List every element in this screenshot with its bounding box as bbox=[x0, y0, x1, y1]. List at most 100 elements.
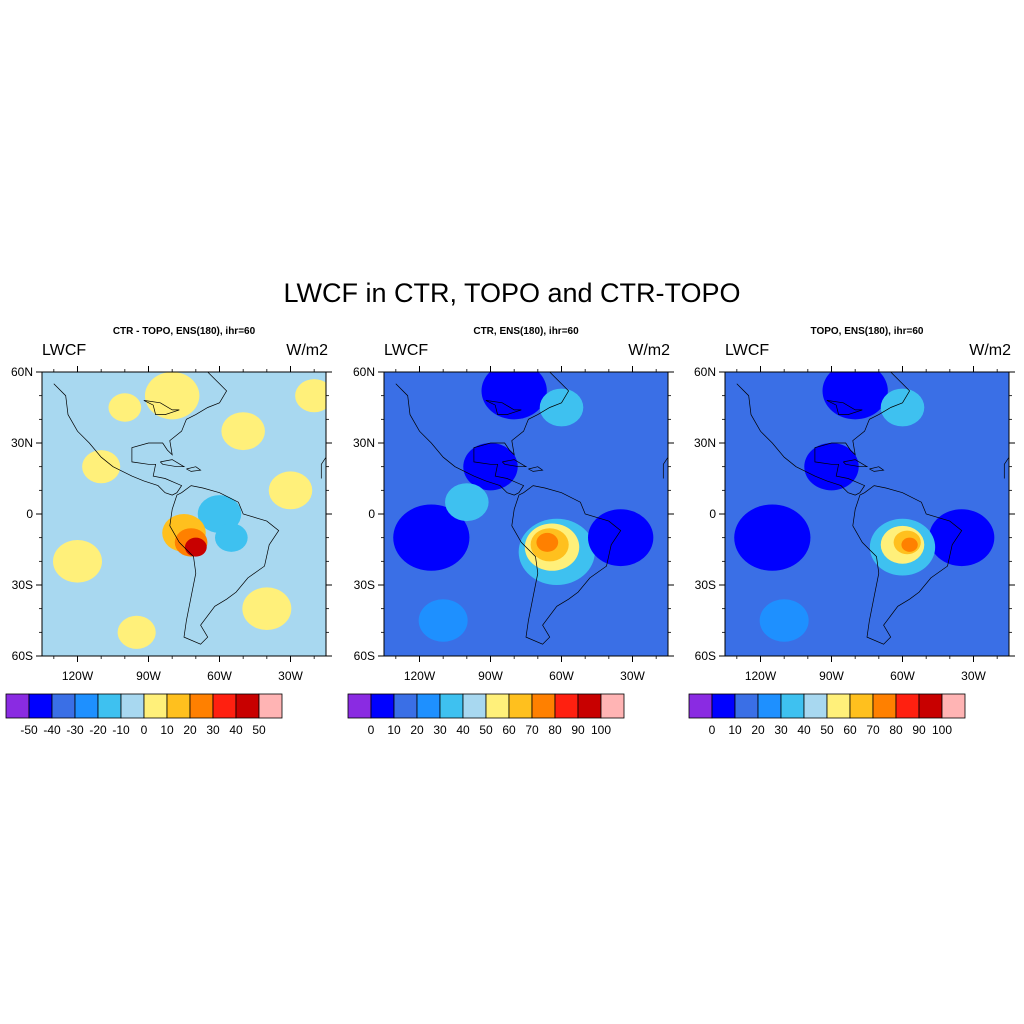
colorbar-swatch bbox=[52, 694, 75, 718]
colorbar-label: 30 bbox=[206, 723, 220, 737]
contour-region bbox=[215, 523, 248, 551]
colorbar-swatch bbox=[942, 694, 965, 718]
colorbar-swatch bbox=[348, 694, 371, 718]
lon-tick-label: 90W bbox=[478, 669, 503, 683]
figure-title: LWCF in CTR, TOPO and CTR-TOPO bbox=[0, 278, 1024, 309]
contour-field bbox=[384, 363, 682, 656]
colorbar-label: 100 bbox=[591, 723, 611, 737]
colorbar-swatch bbox=[236, 694, 259, 718]
colorbar-label: 20 bbox=[751, 723, 765, 737]
colorbar-swatch bbox=[417, 694, 440, 718]
lon-tick-label: 90W bbox=[819, 669, 844, 683]
coastline bbox=[585, 367, 609, 372]
colorbar-swatch bbox=[509, 694, 532, 718]
colorbar-swatch bbox=[804, 694, 827, 718]
lat-tick-label: 0 bbox=[709, 507, 716, 521]
contour-region bbox=[185, 538, 207, 557]
colorbar-swatch bbox=[532, 694, 555, 718]
coastline bbox=[243, 367, 267, 372]
colorbar-swatch bbox=[440, 694, 463, 718]
lat-tick-label: 0 bbox=[368, 507, 375, 521]
colorbar-swatch bbox=[601, 694, 624, 718]
colorbar-label: 20 bbox=[183, 723, 197, 737]
colorbar-swatch bbox=[167, 694, 190, 718]
colorbar-swatch bbox=[29, 694, 52, 718]
contour-region bbox=[82, 450, 120, 483]
coastline bbox=[926, 367, 950, 372]
colorbar-swatch bbox=[919, 694, 942, 718]
colorbar-swatch bbox=[555, 694, 578, 718]
colorbar-label: -50 bbox=[20, 723, 38, 737]
contour-field bbox=[42, 367, 340, 656]
colorbar-label: 0 bbox=[709, 723, 716, 737]
colorbar-swatch bbox=[712, 694, 735, 718]
lon-tick-label: 120W bbox=[745, 669, 777, 683]
colorbar-swatch bbox=[578, 694, 601, 718]
colorbar-swatch bbox=[98, 694, 121, 718]
contour-region bbox=[118, 616, 156, 649]
lat-tick-label: 30S bbox=[354, 578, 375, 592]
contour-region bbox=[53, 540, 102, 583]
contour-region bbox=[269, 471, 313, 509]
colorbar-label: 40 bbox=[456, 723, 470, 737]
map-plot: 60N 30N 0 30S 60S 120W 90W 60W 30W 0 10 20 30 40 50 60 7… bbox=[683, 320, 1023, 750]
map-plot: 60N30N030S60S120W 90W 60W 30W-50 -40 -30 -20 -1… bbox=[0, 320, 340, 750]
lat-tick-label: 30N bbox=[353, 436, 375, 450]
lat-tick-label: 60N bbox=[11, 365, 33, 379]
contour-region bbox=[109, 393, 142, 421]
map-panel-diff: CTR - TOPO, ENS(180), ihr=60 LWCF W/m2 6… bbox=[0, 320, 340, 750]
contour-region bbox=[419, 599, 468, 642]
colorbar-swatch bbox=[781, 694, 804, 718]
colorbar-swatch bbox=[873, 694, 896, 718]
colorbar-swatch bbox=[144, 694, 167, 718]
colorbar-swatch bbox=[121, 694, 144, 718]
colorbar-label: 0 bbox=[368, 723, 375, 737]
colorbar-label: 10 bbox=[160, 723, 174, 737]
colorbar-label: -10 bbox=[112, 723, 130, 737]
lat-tick-label: 60N bbox=[353, 365, 375, 379]
lat-tick-label: 30S bbox=[12, 578, 33, 592]
contour-region bbox=[881, 389, 925, 427]
lat-tick-label: 60S bbox=[354, 649, 375, 663]
lon-tick-label: 30W bbox=[961, 669, 986, 683]
colorbar-label: 100 bbox=[932, 723, 952, 737]
colorbar-label: 50 bbox=[820, 723, 834, 737]
colorbar-swatch bbox=[463, 694, 486, 718]
map-panel-topo: TOPO, ENS(180), ihr=60 LWCF W/m2 60N 30N 0… bbox=[683, 320, 1023, 750]
colorbar-label: 10 bbox=[728, 723, 742, 737]
contour-region bbox=[242, 587, 291, 630]
colorbar-label: 80 bbox=[548, 723, 562, 737]
map-panel-ctr: CTR, ENS(180), ihr=60 LWCF W/m2 60N 30N 0 3… bbox=[342, 320, 682, 750]
contour-region bbox=[734, 505, 810, 571]
colorbar-label: 30 bbox=[433, 723, 447, 737]
colorbar-label: 40 bbox=[797, 723, 811, 737]
lat-tick-label: 30S bbox=[695, 578, 716, 592]
colorbar-swatch bbox=[758, 694, 781, 718]
colorbar-swatch bbox=[190, 694, 213, 718]
colorbar-label: 60 bbox=[843, 723, 857, 737]
colorbar-label: 10 bbox=[387, 723, 401, 737]
lat-tick-label: 60N bbox=[694, 365, 716, 379]
map-plot: 60N 30N 0 30S 60S 120W 90W 60W 30W 0 10 20 30 40 50 60 7… bbox=[342, 320, 682, 750]
lon-tick-label: 120W bbox=[62, 669, 94, 683]
contour-region bbox=[536, 533, 558, 552]
colorbar-swatch bbox=[486, 694, 509, 718]
contour-region bbox=[221, 412, 265, 450]
colorbar-swatch bbox=[896, 694, 919, 718]
colorbar-label: 50 bbox=[252, 723, 266, 737]
contour-region bbox=[445, 483, 489, 521]
colorbar-label: 50 bbox=[479, 723, 493, 737]
lat-tick-label: 60S bbox=[12, 649, 33, 663]
colorbar-swatch bbox=[213, 694, 236, 718]
colorbar-label: 70 bbox=[525, 723, 539, 737]
colorbar-swatch bbox=[735, 694, 758, 718]
colorbar-label: -20 bbox=[89, 723, 107, 737]
lat-tick-label: 0 bbox=[26, 507, 33, 521]
colorbar-label: 70 bbox=[866, 723, 880, 737]
colorbar-swatch bbox=[6, 694, 29, 718]
lat-tick-label: 60S bbox=[695, 649, 716, 663]
lon-tick-label: 60W bbox=[890, 669, 915, 683]
colorbar-label: 30 bbox=[774, 723, 788, 737]
contour-region bbox=[901, 538, 917, 552]
